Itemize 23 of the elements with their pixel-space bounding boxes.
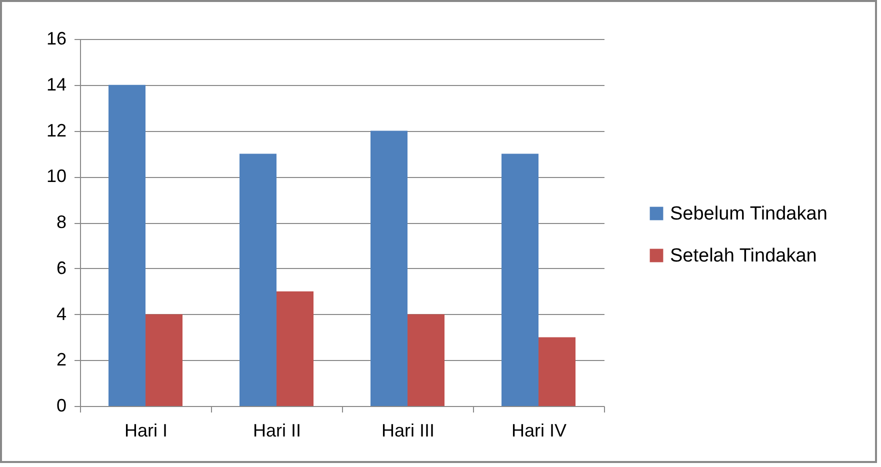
- y-tick-label: 8: [56, 212, 66, 232]
- y-tick-label: 12: [46, 120, 66, 140]
- y-tick-label: 16: [46, 28, 66, 48]
- y-tick-label: 0: [56, 396, 66, 416]
- y-tick-label: 14: [46, 74, 66, 94]
- y-tick-label: 4: [56, 304, 66, 324]
- y-tick-label: 10: [46, 166, 66, 186]
- y-tick-label: 2: [56, 350, 66, 370]
- x-tick-label: Hari II: [252, 420, 302, 440]
- x-tick-label: Hari I: [124, 420, 168, 440]
- x-tick-label: Hari III: [381, 420, 435, 440]
- x-tick-label: Hari IV: [511, 420, 567, 440]
- bar: [276, 291, 314, 406]
- y-tick-label: 6: [56, 258, 66, 278]
- bar: [501, 154, 538, 406]
- legend-label: Setelah Tindakan: [670, 246, 817, 266]
- bar: [239, 154, 276, 406]
- bar: [108, 84, 146, 406]
- bar: [538, 337, 576, 406]
- bar: [370, 130, 408, 406]
- bar: [146, 314, 183, 406]
- legend-label: Sebelum Tindakan: [670, 204, 828, 224]
- bar: [408, 314, 445, 406]
